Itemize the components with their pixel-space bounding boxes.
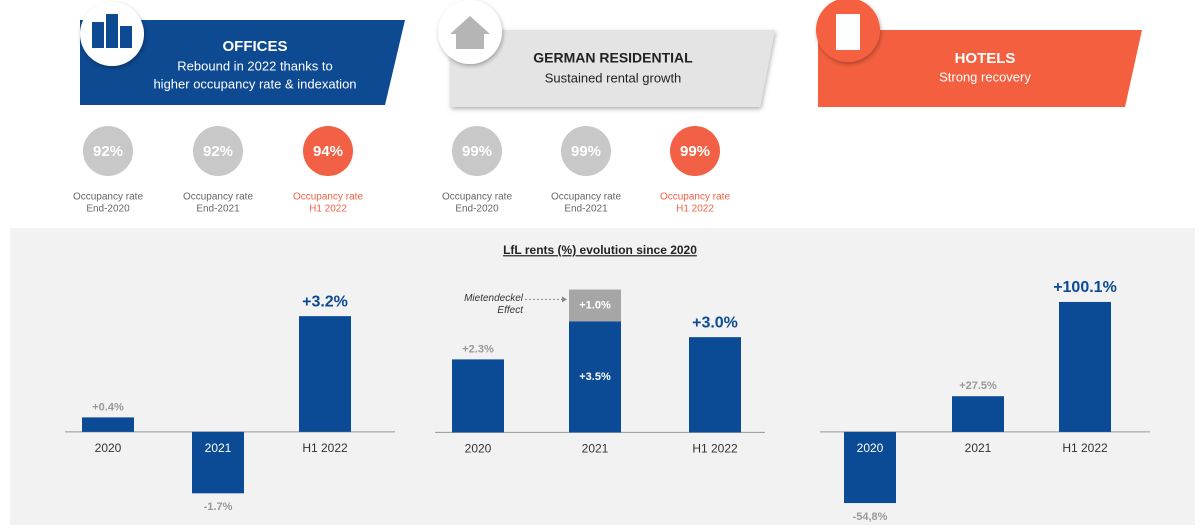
bar — [452, 359, 504, 433]
value-label: +100.1% — [1053, 279, 1117, 296]
sector-title: HOTELS — [955, 50, 1016, 67]
annotation: Mietendeckel Effect — [464, 293, 523, 317]
hotels-card — [818, 30, 1142, 107]
occupancy-value: 99% — [571, 143, 601, 160]
sector-subtitle: higher occupancy rate & indexation — [153, 76, 356, 91]
occupancy-circle — [452, 126, 502, 176]
occupancy-circle — [83, 126, 133, 176]
sector-title: GERMAN RESIDENTIAL — [533, 50, 693, 66]
value-label: +2.3% — [462, 343, 494, 355]
value-label: +0.4% — [92, 401, 124, 413]
occupancy-label: Occupancy rate — [293, 192, 363, 203]
occupancy-value: 99% — [462, 143, 492, 160]
value-label: +3.2% — [302, 293, 348, 310]
bar — [1059, 301, 1111, 432]
occupancy-value: 94% — [313, 143, 343, 160]
bar — [192, 431, 244, 494]
x-tick-label: 2021 — [965, 441, 992, 455]
occupancy-label: End-2020 — [455, 204, 499, 215]
x-tick-label: 2020 — [95, 441, 122, 455]
x-tick-label: 2021 — [205, 441, 232, 455]
residential-card — [450, 30, 775, 107]
bar — [82, 417, 134, 432]
occupancy-label: Occupancy rate — [442, 192, 512, 203]
occupancy-label: H1 2022 — [676, 204, 714, 215]
occupancy-circle — [561, 126, 611, 176]
occupancy-label: Occupancy rate — [551, 192, 621, 203]
annotation-arrowhead — [562, 296, 567, 303]
occupancy-label: Occupancy rate — [183, 192, 253, 203]
bar — [952, 396, 1004, 432]
x-tick-label: 2020 — [465, 442, 492, 456]
residential-icon — [450, 16, 490, 49]
occupancy-label: End-2020 — [86, 204, 130, 215]
value-label: +27.5% — [959, 380, 997, 392]
value-label: -1.7% — [204, 501, 233, 513]
bar — [569, 289, 621, 322]
occupancy-circle — [193, 126, 243, 176]
sector-title: OFFICES — [222, 38, 287, 55]
value-label: +3.0% — [692, 314, 738, 331]
occupancy-value: 92% — [203, 143, 233, 160]
sector-subtitle: Rebound in 2022 thanks to — [177, 58, 332, 73]
x-tick-label: H1 2022 — [692, 442, 738, 456]
occupancy-circle — [303, 126, 353, 176]
occupancy-label: End-2021 — [564, 204, 608, 215]
hotels-icon — [836, 14, 860, 50]
occupancy-label: H1 2022 — [309, 204, 347, 215]
bar — [569, 321, 621, 433]
x-tick-label: H1 2022 — [1062, 441, 1108, 455]
occupancy-label: End-2021 — [196, 204, 240, 215]
sector-subtitle: Sustained rental growth — [545, 70, 682, 85]
bar — [689, 337, 741, 433]
occupancy-label: Occupancy rate — [660, 192, 730, 203]
chart-title: LfL rents (%) evolution since 2020 — [503, 243, 697, 257]
bar — [844, 431, 896, 504]
occupancy-value: 92% — [93, 143, 123, 160]
x-tick-label: H1 2022 — [302, 441, 348, 455]
x-tick-label: 2020 — [857, 441, 884, 455]
bar — [299, 316, 351, 432]
offices-icon — [92, 14, 132, 48]
occupancy-label: Occupancy rate — [73, 192, 143, 203]
value-label: +3.5% — [579, 371, 611, 383]
sector-subtitle: Strong recovery — [939, 69, 1031, 84]
value-label: +1.0% — [579, 299, 611, 311]
value-label: -54,8% — [853, 511, 888, 523]
occupancy-circle — [670, 126, 720, 176]
occupancy-value: 99% — [680, 143, 710, 160]
offices-card — [80, 20, 405, 105]
x-tick-label: 2021 — [582, 442, 609, 456]
